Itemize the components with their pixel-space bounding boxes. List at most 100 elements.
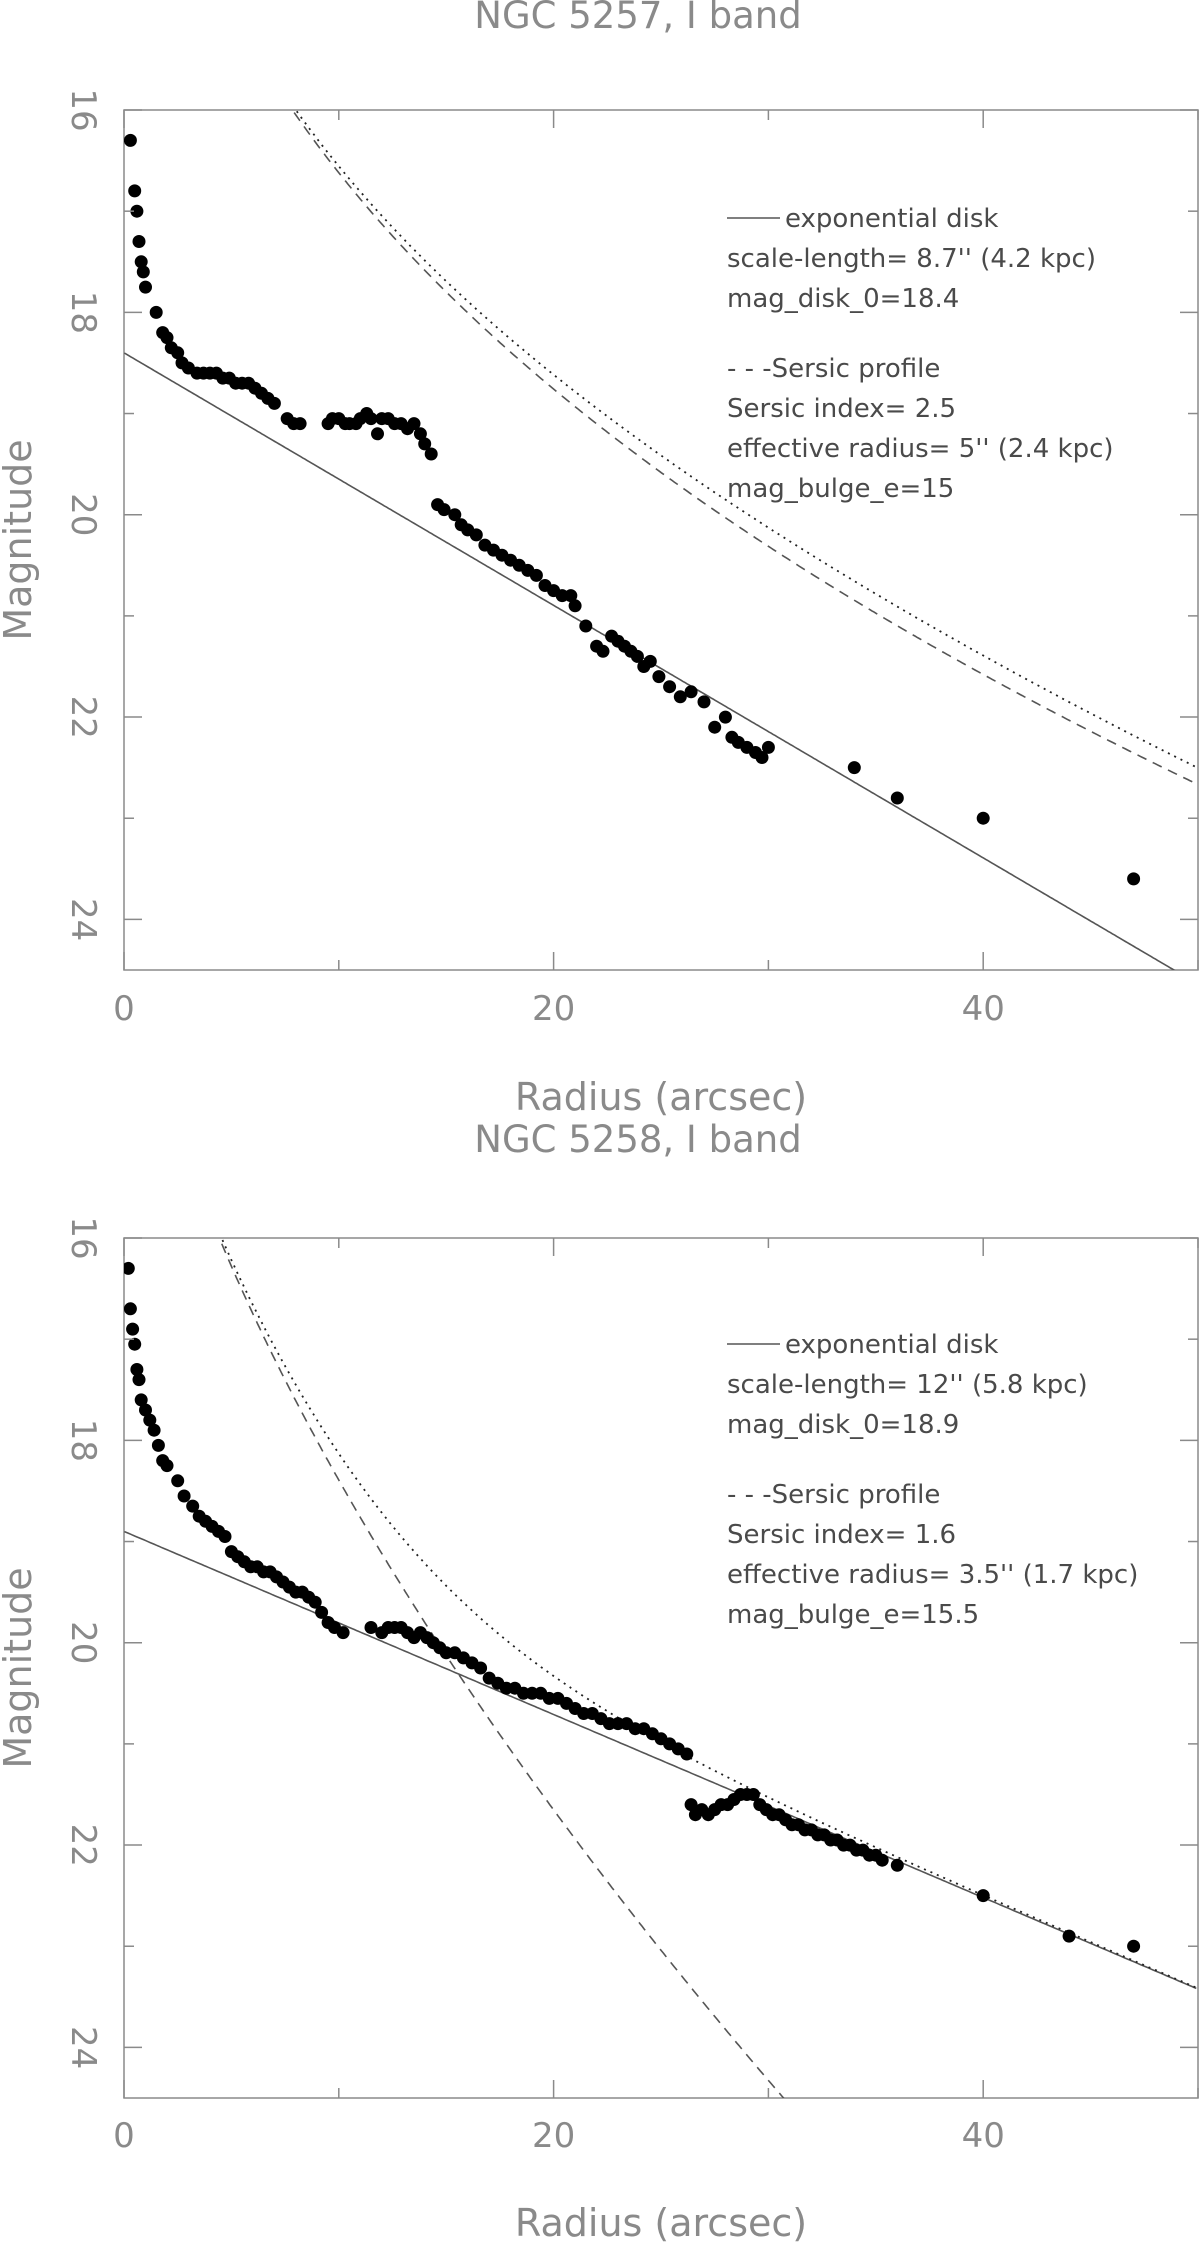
data-point: [364, 412, 378, 426]
chart-title: NGC 5257, I band: [474, 0, 801, 37]
data-point: [364, 1621, 378, 1634]
data-point: [139, 280, 152, 294]
x-tick-label: 0: [113, 989, 135, 1029]
y-tick-label: 22: [63, 696, 103, 739]
data-point: [875, 1853, 889, 1867]
data-point: [643, 654, 657, 668]
data-point: [448, 508, 462, 522]
y-tick-label: 20: [63, 1621, 103, 1664]
data-point: [697, 695, 711, 709]
combined-model-line: [294, 110, 1197, 768]
sersic-model-line: [291, 110, 1197, 785]
plot-frame: [123, 1237, 1199, 2099]
data-point: [418, 437, 432, 451]
data-point: [151, 1438, 165, 1452]
data-point: [564, 589, 578, 603]
y-tick-label: 18: [63, 291, 103, 334]
data-point: [149, 305, 163, 319]
y-axis-label: Magnitude: [0, 1567, 40, 1768]
data-point: [529, 568, 543, 582]
data-point: [124, 1302, 137, 1316]
data-point: [680, 1747, 694, 1761]
data-point: [139, 1403, 152, 1417]
data-point: [1127, 872, 1141, 886]
legend-eff-radius: effective radius= 3.5'' (1.7 kpc): [727, 1560, 1138, 1590]
data-point: [474, 1661, 488, 1675]
data-point: [755, 751, 769, 764]
legend-eff-radius: effective radius= 5'' (2.4 kpc): [727, 434, 1114, 464]
legend-sersic-label: - - -Sersic profile: [727, 354, 940, 384]
data-point: [976, 811, 990, 825]
data-point: [596, 644, 610, 658]
disk-model-line: [124, 1530, 1197, 1990]
data-point: [126, 1322, 140, 1336]
legend-mag-bulge: mag_bulge_e=15: [727, 474, 954, 504]
y-axis-label: Magnitude: [0, 439, 40, 640]
data-point: [171, 1474, 185, 1488]
data-point: [684, 1798, 698, 1812]
x-tick-label: 20: [532, 2116, 575, 2156]
x-tick-label: 20: [532, 989, 575, 1029]
data-point: [171, 346, 185, 360]
data-point: [147, 1423, 161, 1437]
y-tick-label: 24: [63, 898, 103, 941]
data-point: [684, 685, 698, 699]
x-tick-label: 40: [962, 989, 1005, 1029]
data-point: [746, 1788, 760, 1801]
data-point: [761, 740, 775, 754]
data-point: [130, 204, 144, 218]
legend-mag-disk: mag_disk_0=18.4: [727, 284, 959, 314]
y-tick-label: 22: [63, 1824, 103, 1867]
legend-mag-bulge: mag_bulge_e=15.5: [727, 1600, 979, 1630]
data-point: [652, 670, 666, 684]
data-point: [407, 417, 421, 431]
data-point: [663, 680, 677, 694]
data-point: [976, 1889, 990, 1903]
legend: exponential disk scale-length= 8.7'' (4.…: [727, 204, 1114, 504]
legend-scale-length: scale-length= 12'' (5.8 kpc): [727, 1370, 1088, 1400]
data-point: [186, 1499, 200, 1513]
data-point: [130, 1363, 144, 1376]
data-point: [437, 503, 451, 517]
data-point: [1127, 1939, 1141, 1953]
legend-sersic-label: - - -Sersic profile: [727, 1480, 940, 1510]
chart-title: NGC 5258, I band: [474, 1118, 801, 1161]
data-point: [124, 133, 137, 147]
data-point: [160, 331, 174, 345]
model-curves: [124, 110, 1197, 970]
data-point: [293, 417, 307, 431]
legend: exponential disk scale-length= 12'' (5.8…: [727, 1330, 1138, 1630]
x-tick-label: 40: [962, 2116, 1005, 2156]
data-points: [124, 1261, 1141, 1953]
data-point: [469, 528, 483, 542]
data-point: [136, 265, 150, 279]
data-point: [336, 1626, 350, 1640]
legend-scale-length: scale-length= 8.7'' (4.2 kpc): [727, 244, 1096, 274]
data-point: [134, 255, 148, 269]
y-tick-label: 16: [63, 88, 103, 131]
y-tick-label: 24: [63, 2026, 103, 2069]
legend-exp-label: exponential disk: [785, 204, 998, 234]
x-axis-label: Radius (arcsec): [515, 2201, 807, 2242]
panel-ngc5258: NGC 5258, I band 0 20 40 16 18 20 22 24 …: [0, 1118, 1199, 2242]
legend-sersic-index: Sersic index= 1.6: [727, 1520, 956, 1550]
data-point: [890, 1858, 904, 1872]
data-point: [128, 184, 142, 198]
data-point: [371, 427, 384, 441]
data-point: [308, 1595, 322, 1609]
data-point: [673, 690, 687, 704]
data-point: [630, 649, 644, 663]
legend-exp-label: exponential disk: [785, 1330, 998, 1360]
y-tick-label: 18: [63, 1419, 103, 1462]
data-point: [143, 1413, 157, 1427]
sersic-model-line: [218, 1238, 785, 2098]
disk-model-line: [124, 352, 1176, 970]
data-point: [132, 1373, 146, 1387]
data-point: [315, 1605, 329, 1619]
data-point: [128, 1337, 142, 1351]
data-points: [124, 133, 1141, 886]
data-point: [718, 710, 732, 724]
panel-ngc5257: NGC 5257, I band 0 20 40 16 18 20 22 24 …: [0, 0, 1199, 1119]
data-point: [267, 396, 281, 410]
